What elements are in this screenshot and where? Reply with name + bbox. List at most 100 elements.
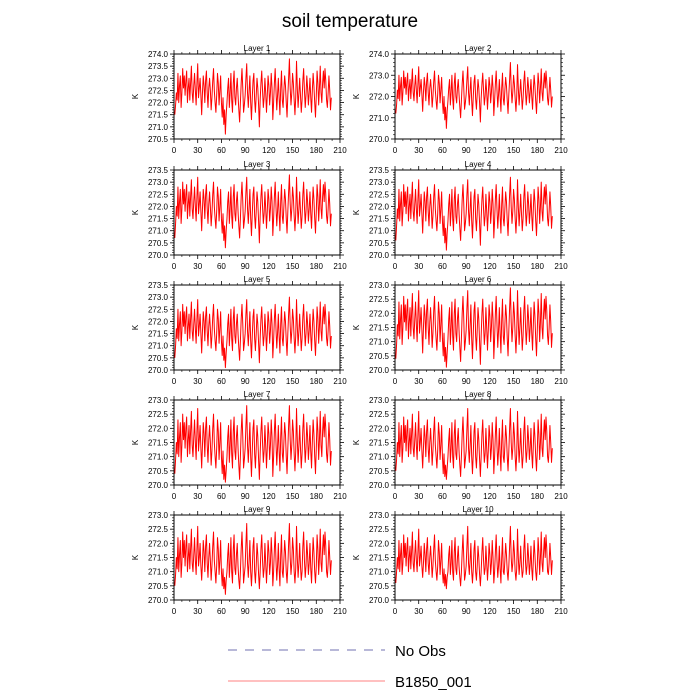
- x-tick-label: 0: [393, 607, 398, 616]
- y-tick-label: 274.0: [369, 50, 390, 59]
- x-tick-label: 210: [554, 607, 568, 616]
- y-tick-label: 270.5: [369, 239, 390, 248]
- panel-layer-8: Layer 8 K 270.0 270.5 271.0 271.5 272.0 272.5 27…: [352, 390, 568, 501]
- x-tick-label: 180: [310, 146, 324, 155]
- x-tick-label: 90: [241, 262, 250, 271]
- plot-frame: [173, 514, 341, 601]
- y-tick-label: 273.0: [148, 74, 169, 83]
- y-tick-label: 273.5: [148, 166, 169, 175]
- y-tick-label: 271.0: [369, 568, 390, 577]
- x-tick-label: 0: [172, 146, 177, 155]
- y-tick-label: 270.5: [148, 582, 169, 591]
- panel-title: Layer 3: [244, 160, 271, 169]
- y-tick-label: 270.5: [148, 467, 169, 476]
- series-line-b1850_001: [174, 405, 332, 483]
- x-tick-label: 60: [217, 146, 226, 155]
- x-tick-label: 90: [462, 377, 471, 386]
- y-tick-label: 272.0: [148, 99, 169, 108]
- x-tick-label: 210: [333, 377, 347, 386]
- x-tick-label: 180: [531, 146, 545, 155]
- y-tick-label: 271.5: [369, 215, 390, 224]
- x-tick-label: 90: [241, 146, 250, 155]
- y-tick-label: 272.5: [148, 525, 169, 534]
- x-tick-label: 120: [483, 492, 497, 501]
- x-tick-label: 150: [286, 492, 300, 501]
- plot-frame: [394, 284, 562, 371]
- y-tick-label: 271.0: [148, 123, 169, 132]
- y-tick-label: 271.0: [369, 338, 390, 347]
- series-line-b1850_001: [395, 176, 553, 251]
- panel-layer-7: Layer 7 K 270.0 270.5 271.0 271.5 272.0 272.5 27…: [131, 390, 347, 501]
- y-tick-label: 273.0: [369, 178, 390, 187]
- y-tick-label: 271.5: [148, 554, 169, 563]
- y-tick-label: 271.0: [148, 568, 169, 577]
- legend: No Obs B1850_001: [228, 643, 472, 691]
- x-tick-label: 60: [438, 377, 447, 386]
- series-line-b1850_001: [395, 408, 553, 480]
- panel-layer-3: Layer 3 K 270.0 270.5 271.0 271.5 272.0 272.5 27…: [131, 160, 347, 271]
- y-tick-label: 273.0: [369, 396, 390, 405]
- x-tick-label: 150: [286, 146, 300, 155]
- y-axis-label: K: [352, 554, 361, 560]
- y-tick-label: 273.5: [148, 281, 169, 290]
- plot-frame: [394, 514, 562, 601]
- x-tick-label: 0: [172, 607, 177, 616]
- x-tick-label: 90: [241, 607, 250, 616]
- y-tick-label: 271.0: [369, 227, 390, 236]
- panel-title: Layer 5: [244, 275, 271, 284]
- plot-frame: [173, 284, 341, 371]
- y-tick-label: 272.0: [369, 93, 390, 102]
- x-tick-label: 120: [262, 377, 276, 386]
- y-tick-label: 271.5: [148, 330, 169, 339]
- y-tick-label: 272.5: [148, 305, 169, 314]
- x-tick-label: 90: [462, 146, 471, 155]
- x-tick-label: 210: [333, 492, 347, 501]
- x-tick-label: 0: [172, 262, 177, 271]
- y-axis-label: K: [131, 554, 140, 560]
- x-tick-label: 90: [462, 492, 471, 501]
- plot-frame: [394, 169, 562, 256]
- x-tick-label: 0: [393, 146, 398, 155]
- x-tick-label: 60: [438, 492, 447, 501]
- y-axis-label: K: [131, 209, 140, 215]
- y-tick-label: 272.0: [148, 424, 169, 433]
- y-axis-label: K: [352, 439, 361, 445]
- y-tick-label: 271.5: [369, 324, 390, 333]
- y-tick-label: 271.5: [369, 439, 390, 448]
- x-tick-label: 30: [193, 492, 202, 501]
- x-tick-label: 60: [438, 607, 447, 616]
- series-line-b1850_001: [174, 296, 332, 369]
- x-tick-label: 180: [531, 492, 545, 501]
- y-tick-label: 271.0: [148, 227, 169, 236]
- figure-title: soil temperature: [282, 11, 418, 32]
- panel-layer-9: Layer 9 K 270.0 270.5 271.0 271.5 272.0 272.5 27…: [131, 505, 347, 616]
- x-tick-label: 30: [193, 607, 202, 616]
- y-tick-label: 273.5: [369, 166, 390, 175]
- y-tick-label: 271.5: [369, 554, 390, 563]
- plot-frame: [394, 399, 562, 486]
- y-tick-label: 271.0: [148, 342, 169, 351]
- x-tick-label: 0: [393, 377, 398, 386]
- x-tick-label: 60: [438, 262, 447, 271]
- x-tick-label: 210: [554, 492, 568, 501]
- panel-title: Layer 10: [462, 505, 494, 514]
- x-tick-label: 30: [193, 262, 202, 271]
- y-axis-label: K: [131, 324, 140, 330]
- x-tick-label: 150: [507, 607, 521, 616]
- x-tick-label: 180: [531, 262, 545, 271]
- y-tick-label: 272.0: [148, 202, 169, 211]
- x-tick-label: 0: [172, 377, 177, 386]
- panel-layer-10: Layer 10 K 270.0 270.5 271.0 271.5 272.0 272.5 2…: [352, 505, 568, 616]
- y-tick-label: 270.5: [148, 354, 169, 363]
- y-axis-label: K: [352, 93, 361, 99]
- x-tick-label: 210: [333, 607, 347, 616]
- y-tick-label: 273.0: [148, 396, 169, 405]
- x-tick-label: 150: [286, 607, 300, 616]
- y-tick-label: 270.0: [369, 366, 390, 375]
- y-tick-label: 273.0: [369, 281, 390, 290]
- x-tick-label: 90: [462, 607, 471, 616]
- plot-frame: [394, 53, 562, 140]
- x-tick-label: 120: [483, 377, 497, 386]
- x-tick-label: 60: [217, 377, 226, 386]
- y-tick-label: 272.5: [148, 410, 169, 419]
